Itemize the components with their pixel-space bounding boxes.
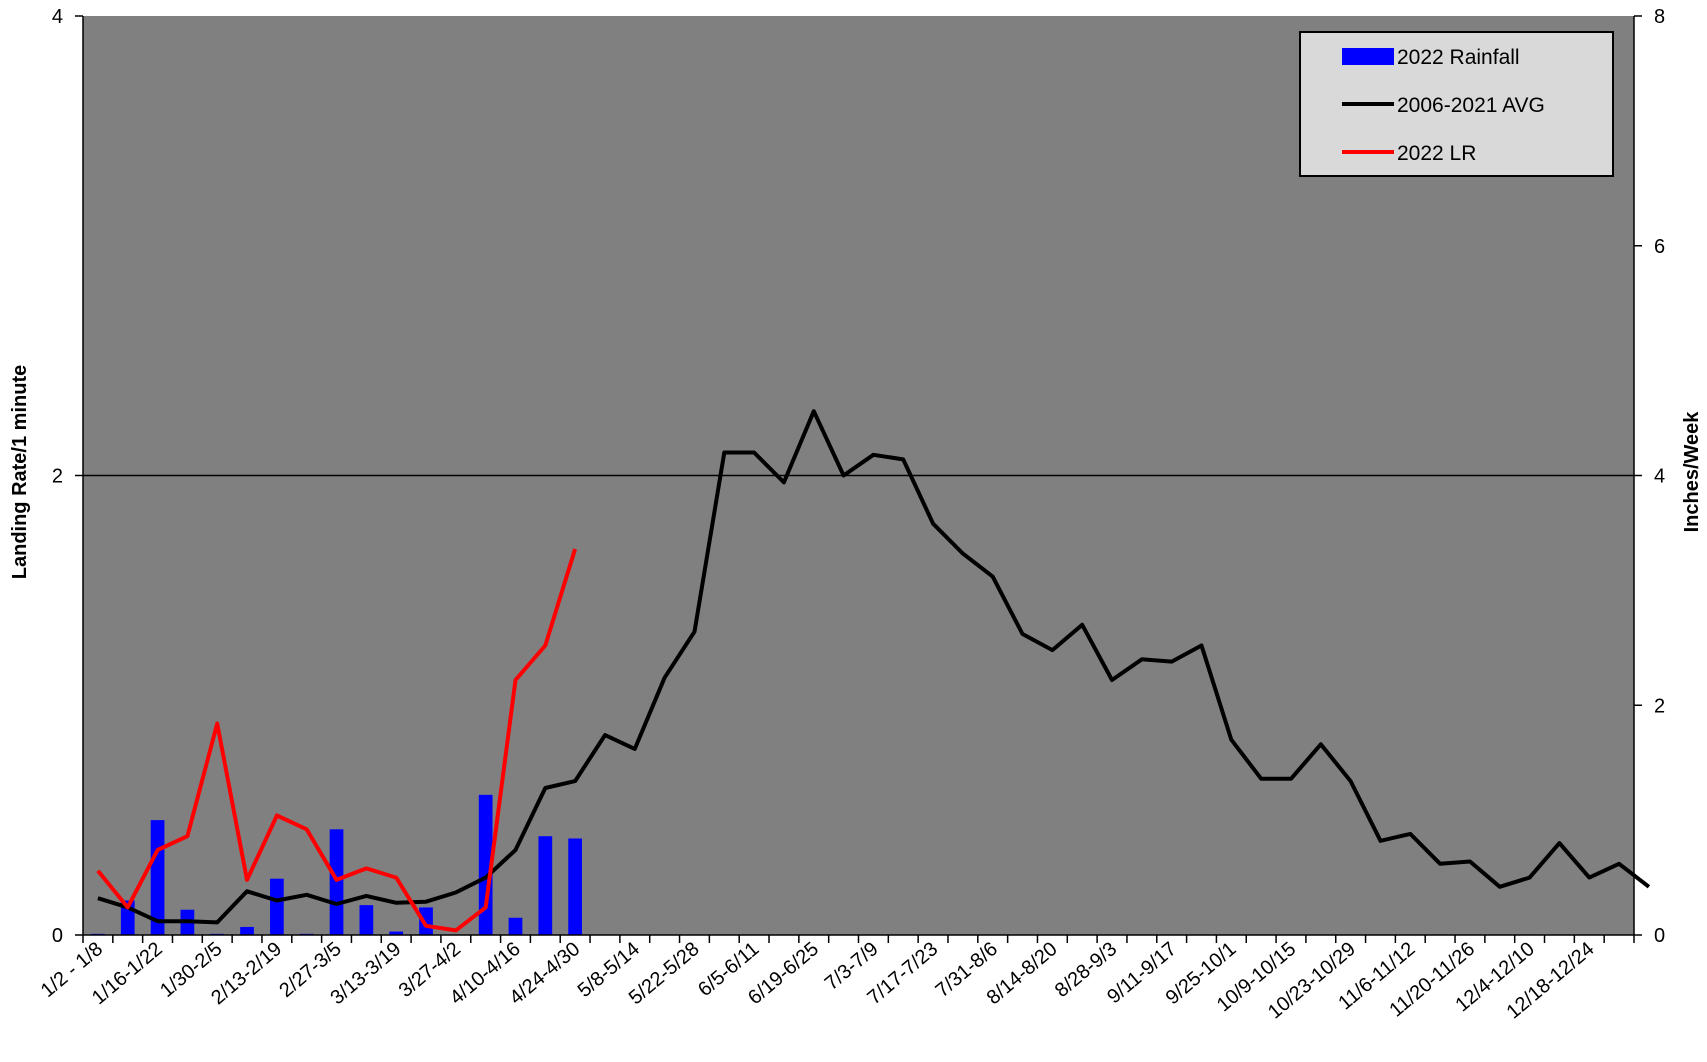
y2-tick-label: 8 bbox=[1654, 6, 1665, 28]
bar-rainfall bbox=[329, 829, 344, 935]
bar-rainfall bbox=[478, 794, 493, 935]
x-axis-ticks: 1/2 - 1/81/16-1/221/30-2/52/13-2/192/27-… bbox=[37, 935, 1635, 1023]
line-2022-lr bbox=[96, 548, 578, 933]
left-axis-ticks: 0 2 4 bbox=[52, 6, 83, 947]
y-tick-label: 4 bbox=[52, 6, 63, 28]
bar-rainfall bbox=[240, 926, 254, 935]
y-tick-label: 2 bbox=[52, 466, 63, 488]
bar-rainfall bbox=[270, 878, 284, 935]
legend-label-avg: 2006-2021 AVG bbox=[1397, 94, 1545, 117]
legend: 2022 Rainfall 2006-2021 AVG 2022 LR bbox=[1299, 31, 1614, 177]
y2-tick-label: 0 bbox=[1654, 925, 1665, 947]
bar-rainfall bbox=[538, 836, 553, 935]
y2-axis-title: Inches/Week bbox=[1681, 411, 1703, 533]
bar-rainfall bbox=[568, 838, 583, 935]
series-lines bbox=[96, 409, 1651, 933]
y-tick-label: 0 bbox=[52, 925, 63, 947]
y2-tick-label: 6 bbox=[1654, 236, 1665, 258]
line-avg-2006-2021 bbox=[97, 409, 1651, 925]
bar-rainfall bbox=[508, 917, 523, 935]
legend-label-rainfall: 2022 Rainfall bbox=[1397, 46, 1520, 69]
right-axis-ticks: 0 2 4 6 8 bbox=[1634, 6, 1665, 947]
legend-label-lr: 2022 LR bbox=[1397, 142, 1476, 165]
legend-swatch-rainfall bbox=[1342, 48, 1394, 65]
y-axis-title: Landing Rate/1 minute bbox=[9, 365, 31, 579]
bar-rainfall bbox=[359, 905, 374, 935]
y2-tick-label: 2 bbox=[1654, 695, 1665, 717]
bar-rainfall bbox=[389, 931, 404, 935]
y2-tick-label: 4 bbox=[1654, 466, 1665, 488]
